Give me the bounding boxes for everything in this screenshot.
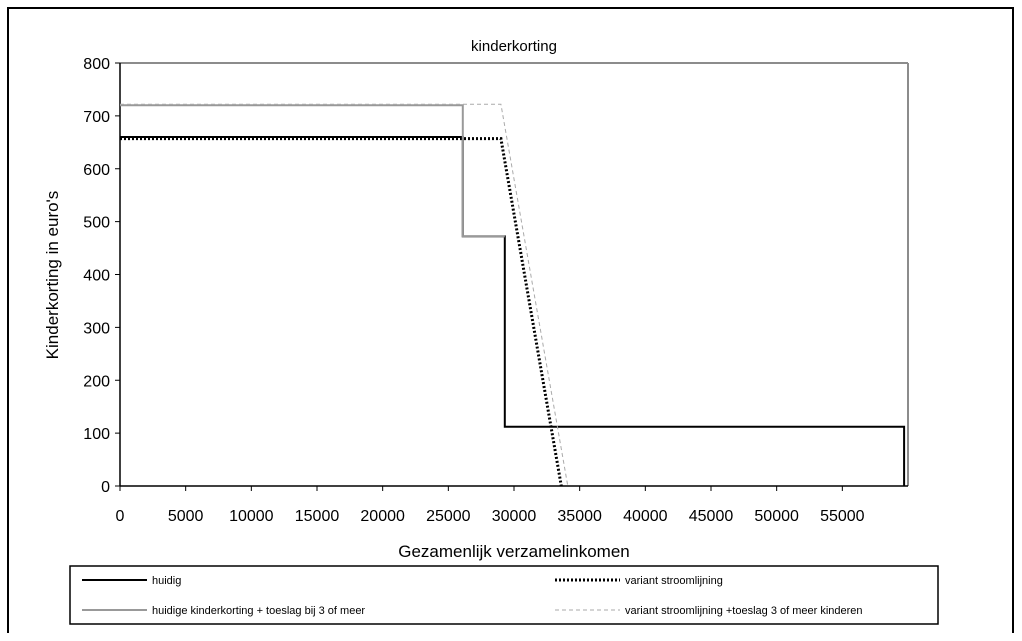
x-tick-label: 25000 [426, 508, 471, 525]
legend-label-4: variant stroomlijning +toeslag 3 of meer… [625, 605, 863, 617]
x-tick-label: 50000 [754, 508, 799, 525]
x-tick-label: 20000 [360, 508, 405, 525]
legend-label-1: huidig [152, 575, 181, 587]
y-tick-label: 200 [83, 373, 110, 390]
x-tick-label: 5000 [168, 508, 204, 525]
x-tick-label: 15000 [295, 508, 340, 525]
x-tick-label: 45000 [689, 508, 734, 525]
series-line-3 [120, 104, 505, 238]
legend-box [69, 565, 939, 625]
x-tick-label: 40000 [623, 508, 668, 525]
y-tick-label: 400 [83, 268, 110, 285]
y-tick-label: 100 [83, 426, 110, 443]
series-line-2 [120, 137, 563, 487]
y-tick-label: 800 [83, 56, 110, 73]
chart-frame [7, 7, 1014, 633]
x-tick-label: 35000 [557, 508, 602, 525]
chart-title: kinderkorting [471, 38, 557, 55]
x-tick-label: 30000 [492, 508, 537, 525]
y-tick-label: 0 [101, 479, 110, 496]
x-axis-label: Gezamenlijk verzamelinkomen [398, 542, 629, 561]
y-tick-label: 700 [83, 109, 110, 126]
series-line-4 [120, 103, 569, 487]
legend-label-3: huidige kinderkorting + toeslag bij 3 of… [152, 605, 365, 617]
x-tick-label: 0 [116, 508, 125, 525]
y-tick-label: 500 [83, 215, 110, 232]
y-tick-label: 600 [83, 162, 110, 179]
y-axis-label: Kinderkorting in euro's [43, 191, 62, 360]
x-tick-label: 10000 [229, 508, 274, 525]
y-tick-label: 300 [83, 320, 110, 337]
x-tick-label: 55000 [820, 508, 865, 525]
series-line-1 [120, 136, 906, 486]
legend-label-2: variant stroomlijning [625, 575, 723, 587]
